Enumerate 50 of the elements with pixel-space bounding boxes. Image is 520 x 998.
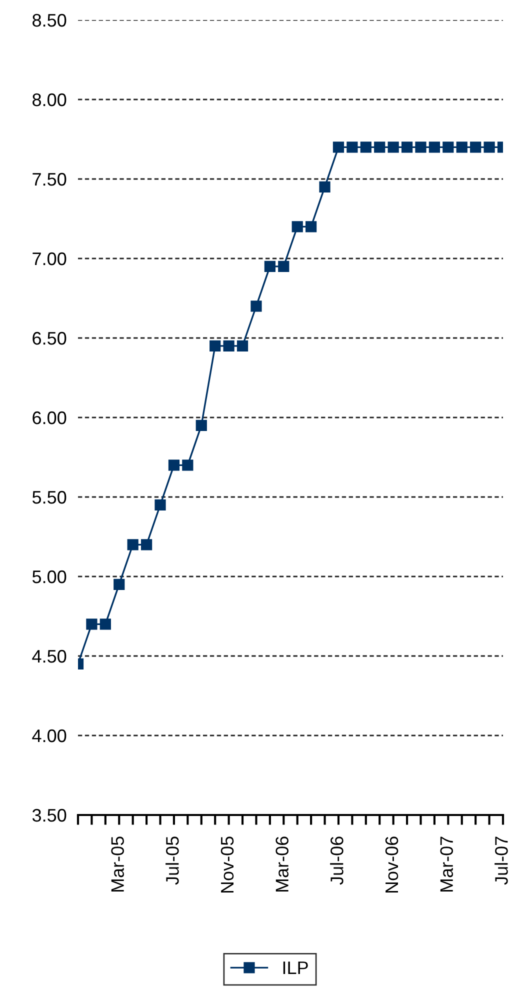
point bbox=[442, 142, 454, 153]
point bbox=[250, 300, 262, 312]
point bbox=[114, 578, 125, 590]
y-tick-label: 8.00 bbox=[32, 93, 66, 106]
point bbox=[236, 340, 248, 352]
point bbox=[332, 142, 344, 153]
point bbox=[100, 618, 111, 630]
point bbox=[154, 499, 166, 511]
point bbox=[223, 340, 234, 352]
y-tick-label: 4.00 bbox=[32, 729, 66, 742]
x-tick-label: Jul-06 bbox=[330, 836, 344, 885]
point bbox=[196, 420, 207, 432]
point bbox=[140, 539, 152, 550]
point bbox=[264, 260, 276, 272]
point bbox=[319, 181, 330, 193]
y-tick-label: 6.00 bbox=[32, 411, 66, 424]
y-tick-label: 8.50 bbox=[32, 14, 66, 27]
x-tick-label: Nov-06 bbox=[385, 836, 398, 893]
point bbox=[470, 142, 482, 153]
y-tick-label: 5.50 bbox=[32, 490, 66, 504]
x-tick-label: Mar-05 bbox=[111, 836, 124, 892]
y-tick-label: 3.50 bbox=[32, 808, 66, 822]
point bbox=[401, 142, 413, 153]
point bbox=[306, 221, 317, 232]
point bbox=[428, 142, 440, 153]
point bbox=[278, 260, 290, 272]
point bbox=[484, 142, 495, 153]
point bbox=[182, 460, 194, 471]
point bbox=[292, 221, 303, 232]
x-tick-label: Nov-05 bbox=[220, 836, 234, 893]
point bbox=[374, 142, 386, 153]
point bbox=[86, 618, 98, 630]
legend-label: ILP bbox=[283, 962, 308, 974]
x-tick-label: Mar-06 bbox=[276, 836, 288, 892]
y-tick-label: 5.00 bbox=[32, 570, 66, 584]
point bbox=[210, 340, 221, 352]
point bbox=[346, 142, 358, 153]
x-tick-label: Jul-05 bbox=[166, 836, 179, 885]
point bbox=[415, 142, 426, 153]
x-tick-label: Mar-07 bbox=[440, 836, 454, 892]
point bbox=[127, 539, 138, 550]
y-tick-label: 7.50 bbox=[32, 172, 66, 186]
point bbox=[168, 460, 180, 471]
point bbox=[360, 142, 372, 153]
point bbox=[456, 142, 468, 153]
y-tick-label: 6.50 bbox=[32, 332, 66, 345]
y-tick-label: 7.00 bbox=[32, 252, 66, 266]
x-tick-label: Jul-07 bbox=[494, 836, 508, 885]
y-tick-label: 4.50 bbox=[32, 650, 66, 663]
point bbox=[388, 142, 399, 153]
